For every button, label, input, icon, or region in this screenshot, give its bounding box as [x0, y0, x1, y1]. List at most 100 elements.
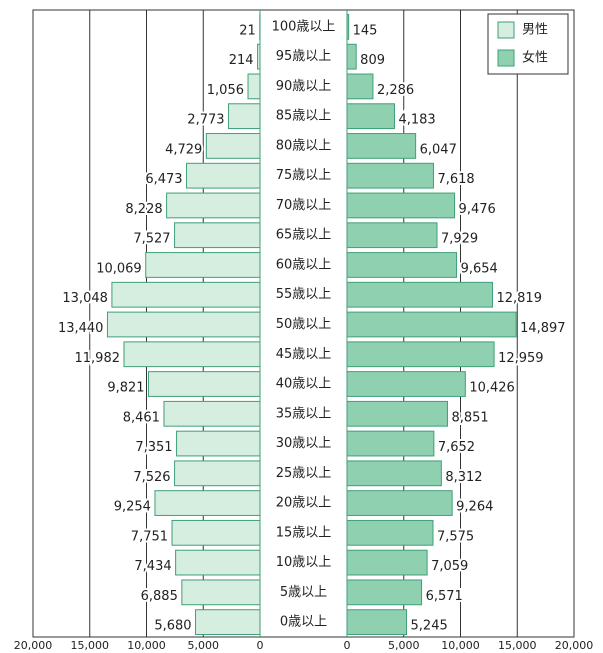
bar — [346, 162, 434, 189]
value-label: 9,254 — [114, 500, 151, 515]
value-label: 7,059 — [431, 559, 468, 574]
category-label: 25歳以上 — [276, 466, 332, 481]
bar — [346, 103, 395, 130]
value-label: 5,245 — [411, 619, 448, 634]
bar — [166, 192, 261, 219]
category-label: 80歳以上 — [276, 138, 332, 153]
legend-swatch — [497, 21, 515, 39]
category-label: 0歳以上 — [280, 615, 327, 630]
bar — [346, 430, 435, 457]
value-label: 9,654 — [461, 261, 498, 276]
value-label: 9,476 — [459, 202, 496, 217]
bar — [111, 281, 261, 308]
value-label: 21 — [239, 23, 256, 38]
category-label: 30歳以上 — [276, 436, 332, 451]
value-label: 8,228 — [125, 202, 162, 217]
legend-swatch — [497, 49, 515, 67]
value-label: 5,680 — [154, 619, 191, 634]
category-label: 75歳以上 — [276, 168, 332, 183]
bar — [346, 519, 434, 546]
bar — [346, 311, 517, 338]
value-label: 6,885 — [141, 589, 178, 604]
category-label: 15歳以上 — [276, 525, 332, 540]
bar — [106, 311, 261, 338]
category-label: 65歳以上 — [276, 228, 332, 243]
bar — [195, 609, 261, 636]
value-label: 7,618 — [437, 172, 474, 187]
x-tick-label: 0 — [257, 639, 264, 652]
value-label: 14,897 — [520, 321, 566, 336]
value-label: 2,773 — [187, 113, 224, 128]
bar — [346, 341, 495, 368]
x-tick-label: 15,000 — [71, 639, 110, 652]
bar — [154, 490, 261, 516]
x-tick-label: 10,000 — [441, 639, 480, 652]
bar — [181, 579, 261, 606]
x-tick-label: 0 — [344, 639, 351, 652]
category-label: 60歳以上 — [276, 257, 332, 272]
value-label: 10,069 — [96, 261, 142, 276]
value-label: 7,351 — [135, 440, 172, 455]
bar — [346, 192, 456, 219]
value-label: 4,729 — [165, 142, 202, 157]
value-label: 809 — [360, 53, 385, 68]
value-label: 7,527 — [133, 232, 170, 247]
bar — [257, 43, 261, 70]
x-tick-label: 5,000 — [188, 639, 220, 652]
value-label: 11,982 — [75, 351, 121, 366]
category-label: 35歳以上 — [276, 406, 332, 421]
bar — [228, 103, 261, 130]
value-label: 9,821 — [107, 381, 144, 396]
bar — [186, 162, 261, 189]
x-tick-label: 15,000 — [498, 639, 537, 652]
bar — [346, 281, 493, 308]
value-label: 13,048 — [62, 291, 108, 306]
bar — [346, 43, 357, 70]
bar — [163, 400, 261, 427]
bar — [175, 549, 261, 576]
value-label: 12,959 — [498, 351, 544, 366]
x-tick-label: 5,000 — [388, 639, 420, 652]
value-label: 7,434 — [134, 559, 171, 574]
category-label: 45歳以上 — [276, 347, 332, 362]
value-label: 1,056 — [207, 83, 244, 98]
x-tick-label: 10,000 — [127, 639, 166, 652]
category-label: 100歳以上 — [272, 19, 336, 34]
value-label: 8,851 — [451, 410, 488, 425]
value-label: 9,264 — [456, 500, 493, 515]
category-label: 40歳以上 — [276, 377, 332, 392]
value-label: 8,312 — [445, 470, 482, 485]
bar — [346, 371, 466, 397]
bar — [346, 460, 442, 487]
value-label: 214 — [229, 53, 254, 68]
category-label: 55歳以上 — [276, 287, 332, 302]
bar — [174, 222, 261, 249]
value-label: 2,286 — [377, 83, 414, 98]
category-label: 5歳以上 — [280, 585, 327, 600]
category-label: 95歳以上 — [276, 49, 332, 64]
category-label: 70歳以上 — [276, 198, 332, 213]
value-label: 12,819 — [496, 291, 541, 306]
value-label: 6,571 — [426, 589, 463, 604]
bar — [148, 371, 261, 397]
value-label: 6,473 — [145, 172, 182, 187]
value-label: 145 — [353, 23, 378, 38]
category-label: 20歳以上 — [276, 496, 332, 511]
legend-label: 女性 — [522, 50, 548, 66]
category-label: 90歳以上 — [276, 79, 332, 94]
value-label: 13,440 — [58, 321, 104, 336]
value-label: 7,751 — [131, 529, 168, 544]
bar — [346, 400, 448, 427]
legend-label: 男性 — [522, 23, 548, 38]
bar — [346, 252, 458, 278]
bar — [205, 133, 261, 159]
bar — [171, 519, 261, 546]
bar — [346, 133, 417, 159]
bar — [346, 14, 350, 40]
value-label: 10,426 — [469, 381, 514, 396]
bar — [123, 341, 261, 368]
bar — [145, 252, 261, 278]
category-label: 85歳以上 — [276, 109, 332, 124]
bar — [346, 579, 423, 606]
